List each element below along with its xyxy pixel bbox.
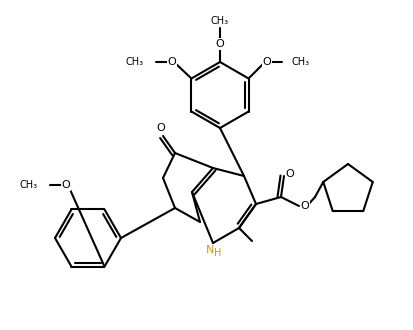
Text: O: O bbox=[285, 169, 294, 179]
Text: CH₃: CH₃ bbox=[126, 57, 144, 67]
Text: N: N bbox=[205, 245, 214, 255]
Text: O: O bbox=[62, 180, 70, 190]
Text: O: O bbox=[215, 39, 224, 49]
Text: O: O bbox=[167, 57, 176, 67]
Text: CH₃: CH₃ bbox=[291, 57, 309, 67]
Text: CH₃: CH₃ bbox=[20, 180, 38, 190]
Text: CH₃: CH₃ bbox=[211, 16, 228, 26]
Text: H: H bbox=[214, 248, 221, 258]
Text: O: O bbox=[300, 201, 309, 211]
Text: O: O bbox=[262, 57, 271, 67]
Text: O: O bbox=[156, 123, 165, 133]
